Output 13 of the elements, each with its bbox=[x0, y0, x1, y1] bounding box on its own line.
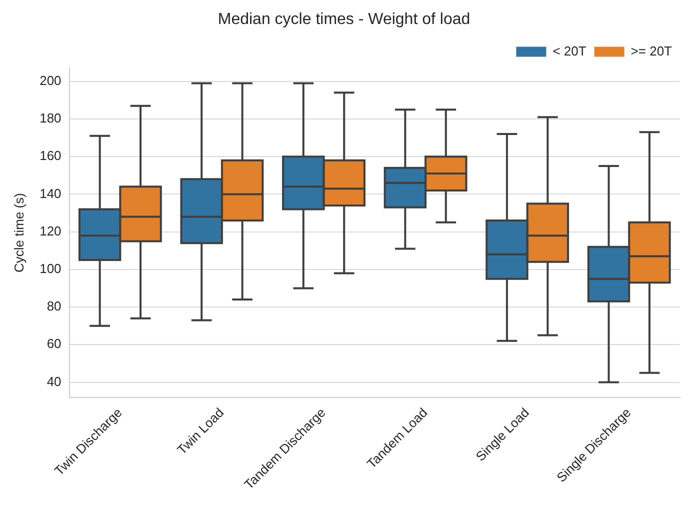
y-tick-label: 40 bbox=[46, 374, 62, 389]
y-axis-title: Cycle time (s) bbox=[11, 193, 26, 272]
y-tick-label: 180 bbox=[40, 110, 62, 126]
y-tick-label: 140 bbox=[40, 186, 62, 201]
y-tick-label: 60 bbox=[46, 336, 62, 352]
y-tick-label: 80 bbox=[46, 298, 62, 314]
y-tick-label: 100 bbox=[40, 261, 62, 276]
legend-label: < 20T bbox=[552, 43, 586, 58]
y-tick-label: 120 bbox=[40, 223, 62, 238]
y-tick-label: 160 bbox=[40, 148, 62, 164]
y-tick-label: 200 bbox=[40, 72, 62, 88]
legend-label: >= 20T bbox=[630, 43, 672, 58]
chart-title: Median cycle times - Weight of load bbox=[218, 11, 470, 28]
